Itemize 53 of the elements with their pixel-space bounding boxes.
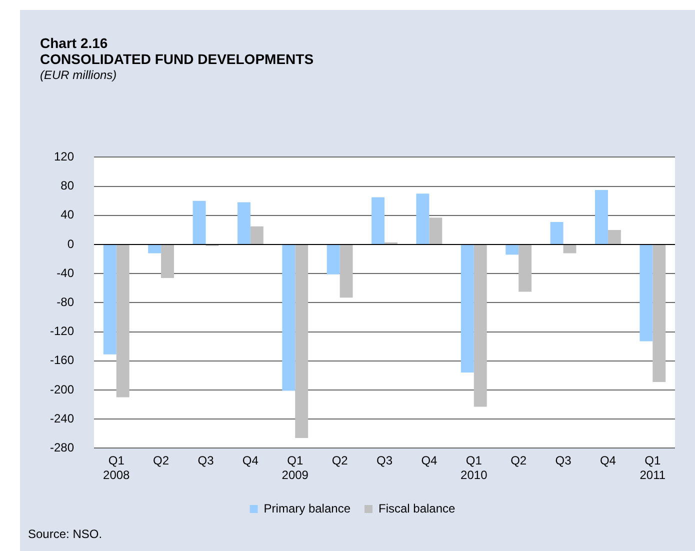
y-tick-label: -240 <box>50 411 74 426</box>
bar <box>326 245 340 274</box>
y-tick-label: -40 <box>56 266 74 280</box>
x-tick-label: Q4 <box>421 454 438 468</box>
x-tick-label: Q1 2011 <box>640 454 666 482</box>
bar <box>429 218 442 244</box>
bar <box>563 245 576 254</box>
y-tick-label: 120 <box>54 150 74 164</box>
bar <box>506 245 519 255</box>
source-note: Source: NSO. <box>28 527 102 541</box>
bar <box>460 245 474 373</box>
bar <box>340 245 353 298</box>
y-tick-label: -280 <box>50 440 74 455</box>
legend-label: Fiscal balance <box>378 501 456 516</box>
x-tick-label: Q4 <box>242 454 259 468</box>
bar <box>250 226 264 244</box>
bar <box>550 222 564 244</box>
bar <box>474 245 487 407</box>
y-tick-label: -120 <box>50 324 74 338</box>
bar <box>103 245 116 354</box>
bar <box>237 202 250 244</box>
legend-label: Primary balance <box>264 501 351 516</box>
bar <box>640 245 653 342</box>
x-tick-label: Q2 <box>510 454 527 468</box>
y-tick-label: -160 <box>50 353 74 368</box>
x-tick-label: Q2 <box>332 454 348 468</box>
bar <box>372 197 385 244</box>
bar <box>608 230 621 244</box>
chart-subtitle: (EUR millions) <box>40 68 117 82</box>
x-tick-label: Q3 <box>198 454 214 468</box>
bar <box>116 245 130 398</box>
x-tick-label: Q1 2010 <box>460 454 488 482</box>
y-tick-label: 0 <box>67 236 74 251</box>
bar <box>282 245 296 391</box>
x-tick-label: Q1 2009 <box>282 454 309 482</box>
chart-title: Chart 2.16 CONSOLIDATED FUND DEVELOPMENTS <box>40 35 314 67</box>
bar <box>161 245 174 278</box>
x-tick-label: Q3 <box>555 454 572 468</box>
bar <box>192 200 206 244</box>
x-tick-label: Q4 <box>600 454 616 468</box>
bar <box>595 190 608 244</box>
y-tick-label: 80 <box>60 178 74 193</box>
x-tick-label: Q2 <box>153 454 170 468</box>
y-tick-label: 40 <box>60 208 74 222</box>
bar <box>416 194 430 244</box>
x-tick-label: Q3 <box>376 454 393 468</box>
x-tick-label: Q1 2008 <box>103 454 130 482</box>
bar <box>518 245 532 292</box>
bar <box>652 245 666 382</box>
bar <box>295 245 308 438</box>
y-tick-label: -80 <box>56 295 74 310</box>
bar <box>148 245 162 254</box>
y-tick-label: -200 <box>50 382 74 396</box>
